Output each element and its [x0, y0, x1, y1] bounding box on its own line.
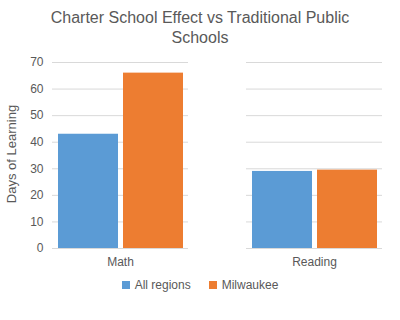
html-text:Milwaukee: Milwaukee	[221, 278, 279, 292]
svg-text:40: 40	[30, 135, 44, 149]
svg-text:0: 0	[37, 241, 44, 255]
svg-text:60: 60	[30, 82, 44, 96]
html-text:Charter School Effect vs Tradi: Charter School Effect vs Traditional Pub…	[50, 9, 350, 46]
svg-text:70: 70	[30, 55, 44, 69]
svg-text:Reading: Reading	[292, 255, 337, 269]
html-text:All regions: All regions	[134, 278, 191, 292]
svg-text:50: 50	[30, 108, 44, 122]
svg-text:20: 20	[30, 188, 44, 202]
html-text:Days of Learning: Days of Learning	[3, 105, 19, 204]
svg-text:10: 10	[30, 215, 44, 229]
svg-text:30: 30	[30, 162, 44, 176]
svg-text:Math: Math	[107, 255, 134, 269]
